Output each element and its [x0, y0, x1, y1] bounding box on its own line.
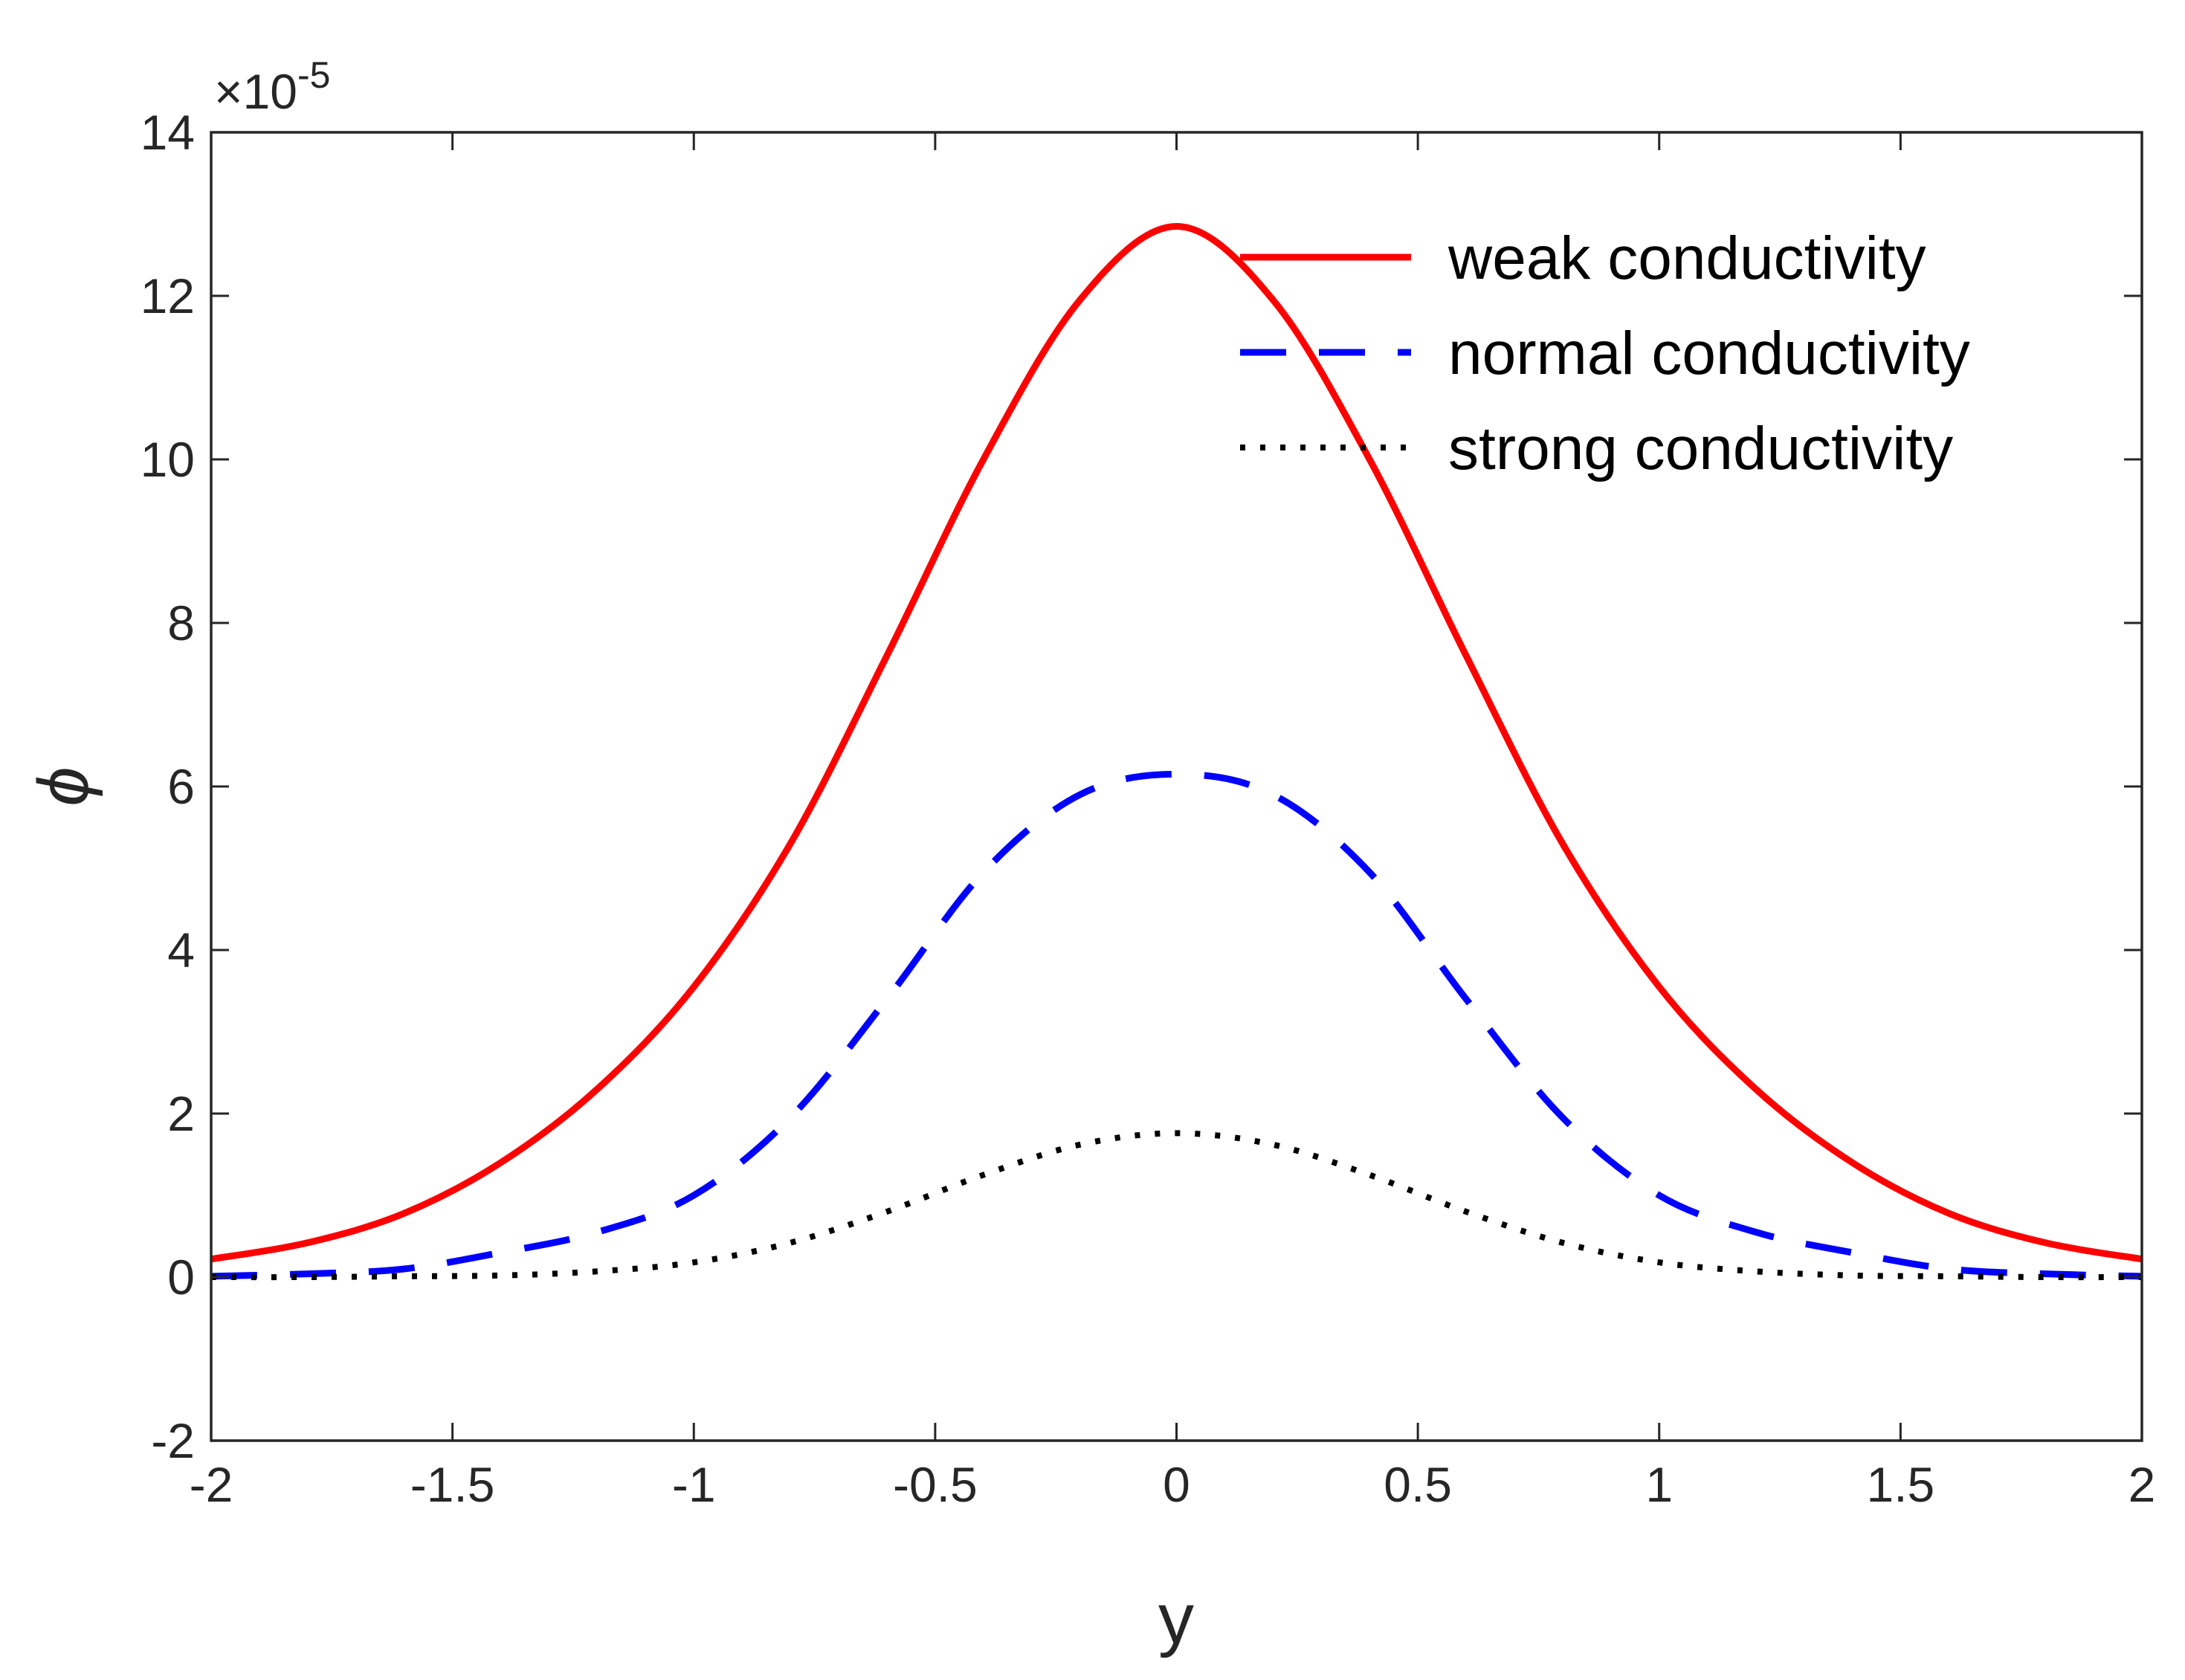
y-tick-label: 6 — [167, 759, 195, 814]
x-tick-label: -1 — [672, 1457, 716, 1512]
x-tick-label: -1.5 — [410, 1457, 495, 1512]
legend: weak conductivity normal conductivity stro… — [1240, 224, 1970, 482]
x-tick-label: 1 — [1645, 1457, 1673, 1512]
x-tick-label: -0.5 — [893, 1457, 978, 1512]
series-line-0 — [211, 222, 2142, 1263]
plot-area — [211, 222, 2142, 1281]
y-tick-label: 10 — [141, 432, 195, 487]
y-tick-label: 0 — [167, 1250, 195, 1305]
x-tick-label: 1.5 — [1867, 1457, 1935, 1512]
x-tick-label: 0.5 — [1384, 1457, 1452, 1512]
series-line-2 — [211, 1130, 2142, 1281]
series-line-1 — [211, 770, 2142, 1280]
y-tick-label: -2 — [151, 1413, 195, 1468]
y-exponent-power: -5 — [297, 54, 330, 96]
y-tick-label: 2 — [167, 1086, 195, 1141]
y-tick-label: 4 — [167, 923, 195, 978]
y-tick-label: 8 — [167, 595, 195, 650]
y-tick-label: 12 — [141, 268, 195, 323]
x-tick-label: -2 — [190, 1457, 233, 1512]
legend-label-0: weak conductivity — [1447, 224, 1926, 292]
y-exponent-label: ×10-5 — [214, 54, 330, 119]
x-tick-label: 2 — [2128, 1457, 2156, 1512]
axis-text: ×10-5 y ϕ — [24, 54, 1194, 1658]
legend-label-2: strong conductivity — [1448, 415, 1953, 482]
legend-label-1: normal conductivity — [1448, 320, 1970, 387]
y-tick-label: 14 — [141, 105, 195, 160]
x-tick-label: 0 — [1163, 1457, 1190, 1512]
y-exponent-base: ×10 — [214, 64, 297, 119]
axes: -2 -1.5 -1 -0.5 0 0.5 1 1.5 2 -2 0 2 4 6 8 10 12 14 — [141, 105, 2156, 1512]
x-axis-label: y — [1158, 1579, 1194, 1658]
y-axis-label: ϕ — [24, 766, 103, 806]
